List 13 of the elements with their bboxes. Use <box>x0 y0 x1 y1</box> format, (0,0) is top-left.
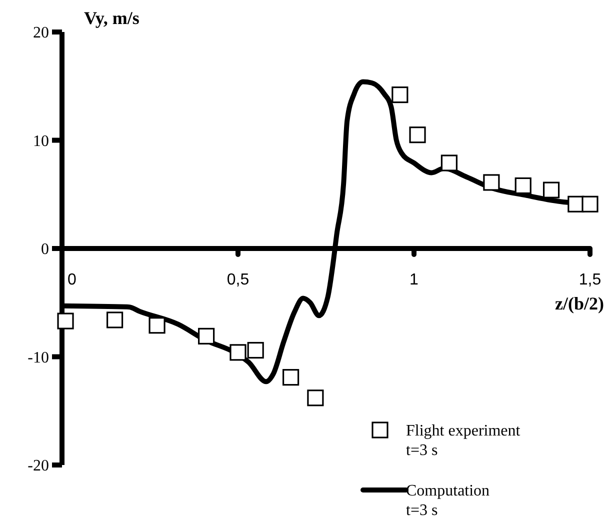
y-axis-title: Vy, m/s <box>84 8 140 28</box>
y-tick-label: 0 <box>41 241 49 258</box>
x-axis-title: z/(b/2) <box>555 294 604 314</box>
y-tick-label: -20 <box>28 458 49 475</box>
x-tick-label: 1,5 <box>578 272 602 288</box>
legend-label: Computation t=3 s <box>406 482 490 519</box>
y-tick-label: 20 <box>33 24 49 42</box>
y-tick-label: -10 <box>28 349 49 366</box>
x-tick-label: 0 <box>68 272 77 288</box>
legend-label: Flight experiment t=3 s <box>406 422 521 459</box>
y-tick-label: 10 <box>33 132 49 150</box>
x-tick-label: 0,5 <box>226 272 250 288</box>
x-tick-label: 1 <box>410 272 419 288</box>
